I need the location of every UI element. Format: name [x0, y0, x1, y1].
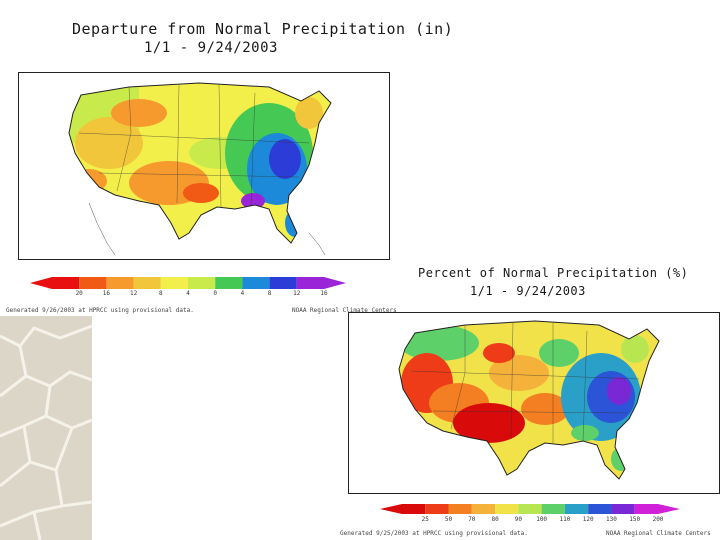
- percent-map-graphic: [398, 320, 660, 480]
- departure-colorbar-swatch: [79, 277, 107, 289]
- map1-title: Departure from Normal Precipitation (in): [72, 20, 454, 38]
- percent-colorbar-swatch: [495, 504, 519, 514]
- departure-colorbar-swatch: [106, 277, 134, 289]
- map2-footer-right: NOAA Regional Climate Centers: [606, 530, 711, 537]
- percent-colorbar-swatch: [611, 504, 635, 514]
- percent-colorbar-swatch: [588, 504, 612, 514]
- percent-tick-label: 120: [582, 516, 594, 523]
- percent-colorbar-low-cap: [380, 504, 402, 514]
- percent-tick-label: 100: [536, 516, 548, 523]
- percent-map: [348, 312, 720, 494]
- percent-tick-label: 80: [491, 516, 499, 523]
- percent-tick-label: 50: [444, 516, 453, 523]
- departure-map-graphic: [68, 82, 332, 256]
- map1-footer-right: NOAA Regional Climate Centers: [292, 307, 397, 314]
- departure-colorbar-swatch: [52, 277, 80, 289]
- percent-tick-label: 90: [514, 516, 522, 523]
- departure-tick-label: 4: [240, 290, 245, 297]
- percent-colorbar: [380, 504, 680, 514]
- percent-colorbar-swatch: [634, 504, 658, 514]
- departure-colorbar-swatch: [133, 277, 161, 289]
- percent-tick-label: 130: [606, 516, 617, 523]
- percent-tick-label: 110: [559, 516, 571, 523]
- departure-colorbar-swatch: [188, 277, 216, 289]
- cracked-earth-texture: [0, 316, 92, 540]
- departure-tick-label: 16: [102, 290, 111, 297]
- departure-map: [18, 72, 390, 260]
- percent-colorbar-swatch: [541, 504, 565, 514]
- departure-tick-label: 12: [129, 290, 138, 297]
- percent-colorbar-ticks: 25 50 70 80 90 100 110 120 130 150 200: [380, 516, 680, 526]
- departure-tick-label: 8: [267, 290, 272, 297]
- departure-tick-label: 12: [293, 290, 301, 297]
- departure-tick-label: 0: [213, 290, 217, 297]
- map2-date-range: 1/1 - 9/24/2003: [470, 284, 586, 298]
- percent-colorbar-swatch: [402, 504, 426, 514]
- departure-colorbar-ticks: 20 16 12 8 4 0 4 8 12 16: [30, 290, 346, 300]
- percent-colorbar-swatch: [448, 504, 472, 514]
- percent-tick-label: 200: [652, 516, 664, 523]
- percent-tick-label: 150: [629, 516, 641, 523]
- departure-colorbar-high-cap: [324, 277, 346, 289]
- departure-colorbar-low-cap: [30, 277, 52, 289]
- percent-tick-label: 25: [421, 516, 429, 523]
- map1-footer-left: Generated 9/26/2003 at HPRCC using provi…: [6, 307, 194, 314]
- departure-colorbar-swatch: [160, 277, 188, 289]
- departure-tick-label: 16: [320, 290, 328, 297]
- departure-tick-label: 8: [158, 290, 163, 297]
- percent-colorbar-swatch: [471, 504, 496, 514]
- departure-colorbar-swatch: [269, 277, 297, 289]
- departure-tick-label: 4: [186, 290, 190, 297]
- percent-colorbar-swatch: [518, 504, 542, 514]
- percent-colorbar-swatch: [564, 504, 589, 514]
- departure-colorbar-swatch: [242, 277, 270, 289]
- departure-colorbar-swatch: [215, 277, 243, 289]
- map2-footer-left: Generated 9/25/2003 at HPRCC using provi…: [340, 530, 528, 537]
- percent-colorbar-swatch: [425, 504, 449, 514]
- departure-colorbar-swatch: [296, 277, 324, 289]
- map1-date-range: 1/1 - 9/24/2003: [144, 40, 278, 56]
- departure-colorbar: [30, 277, 346, 289]
- percent-colorbar-high-cap: [658, 504, 680, 514]
- departure-tick-label: 20: [75, 290, 83, 297]
- percent-tick-label: 70: [468, 516, 476, 523]
- map2-title: Percent of Normal Precipitation (%): [418, 266, 689, 280]
